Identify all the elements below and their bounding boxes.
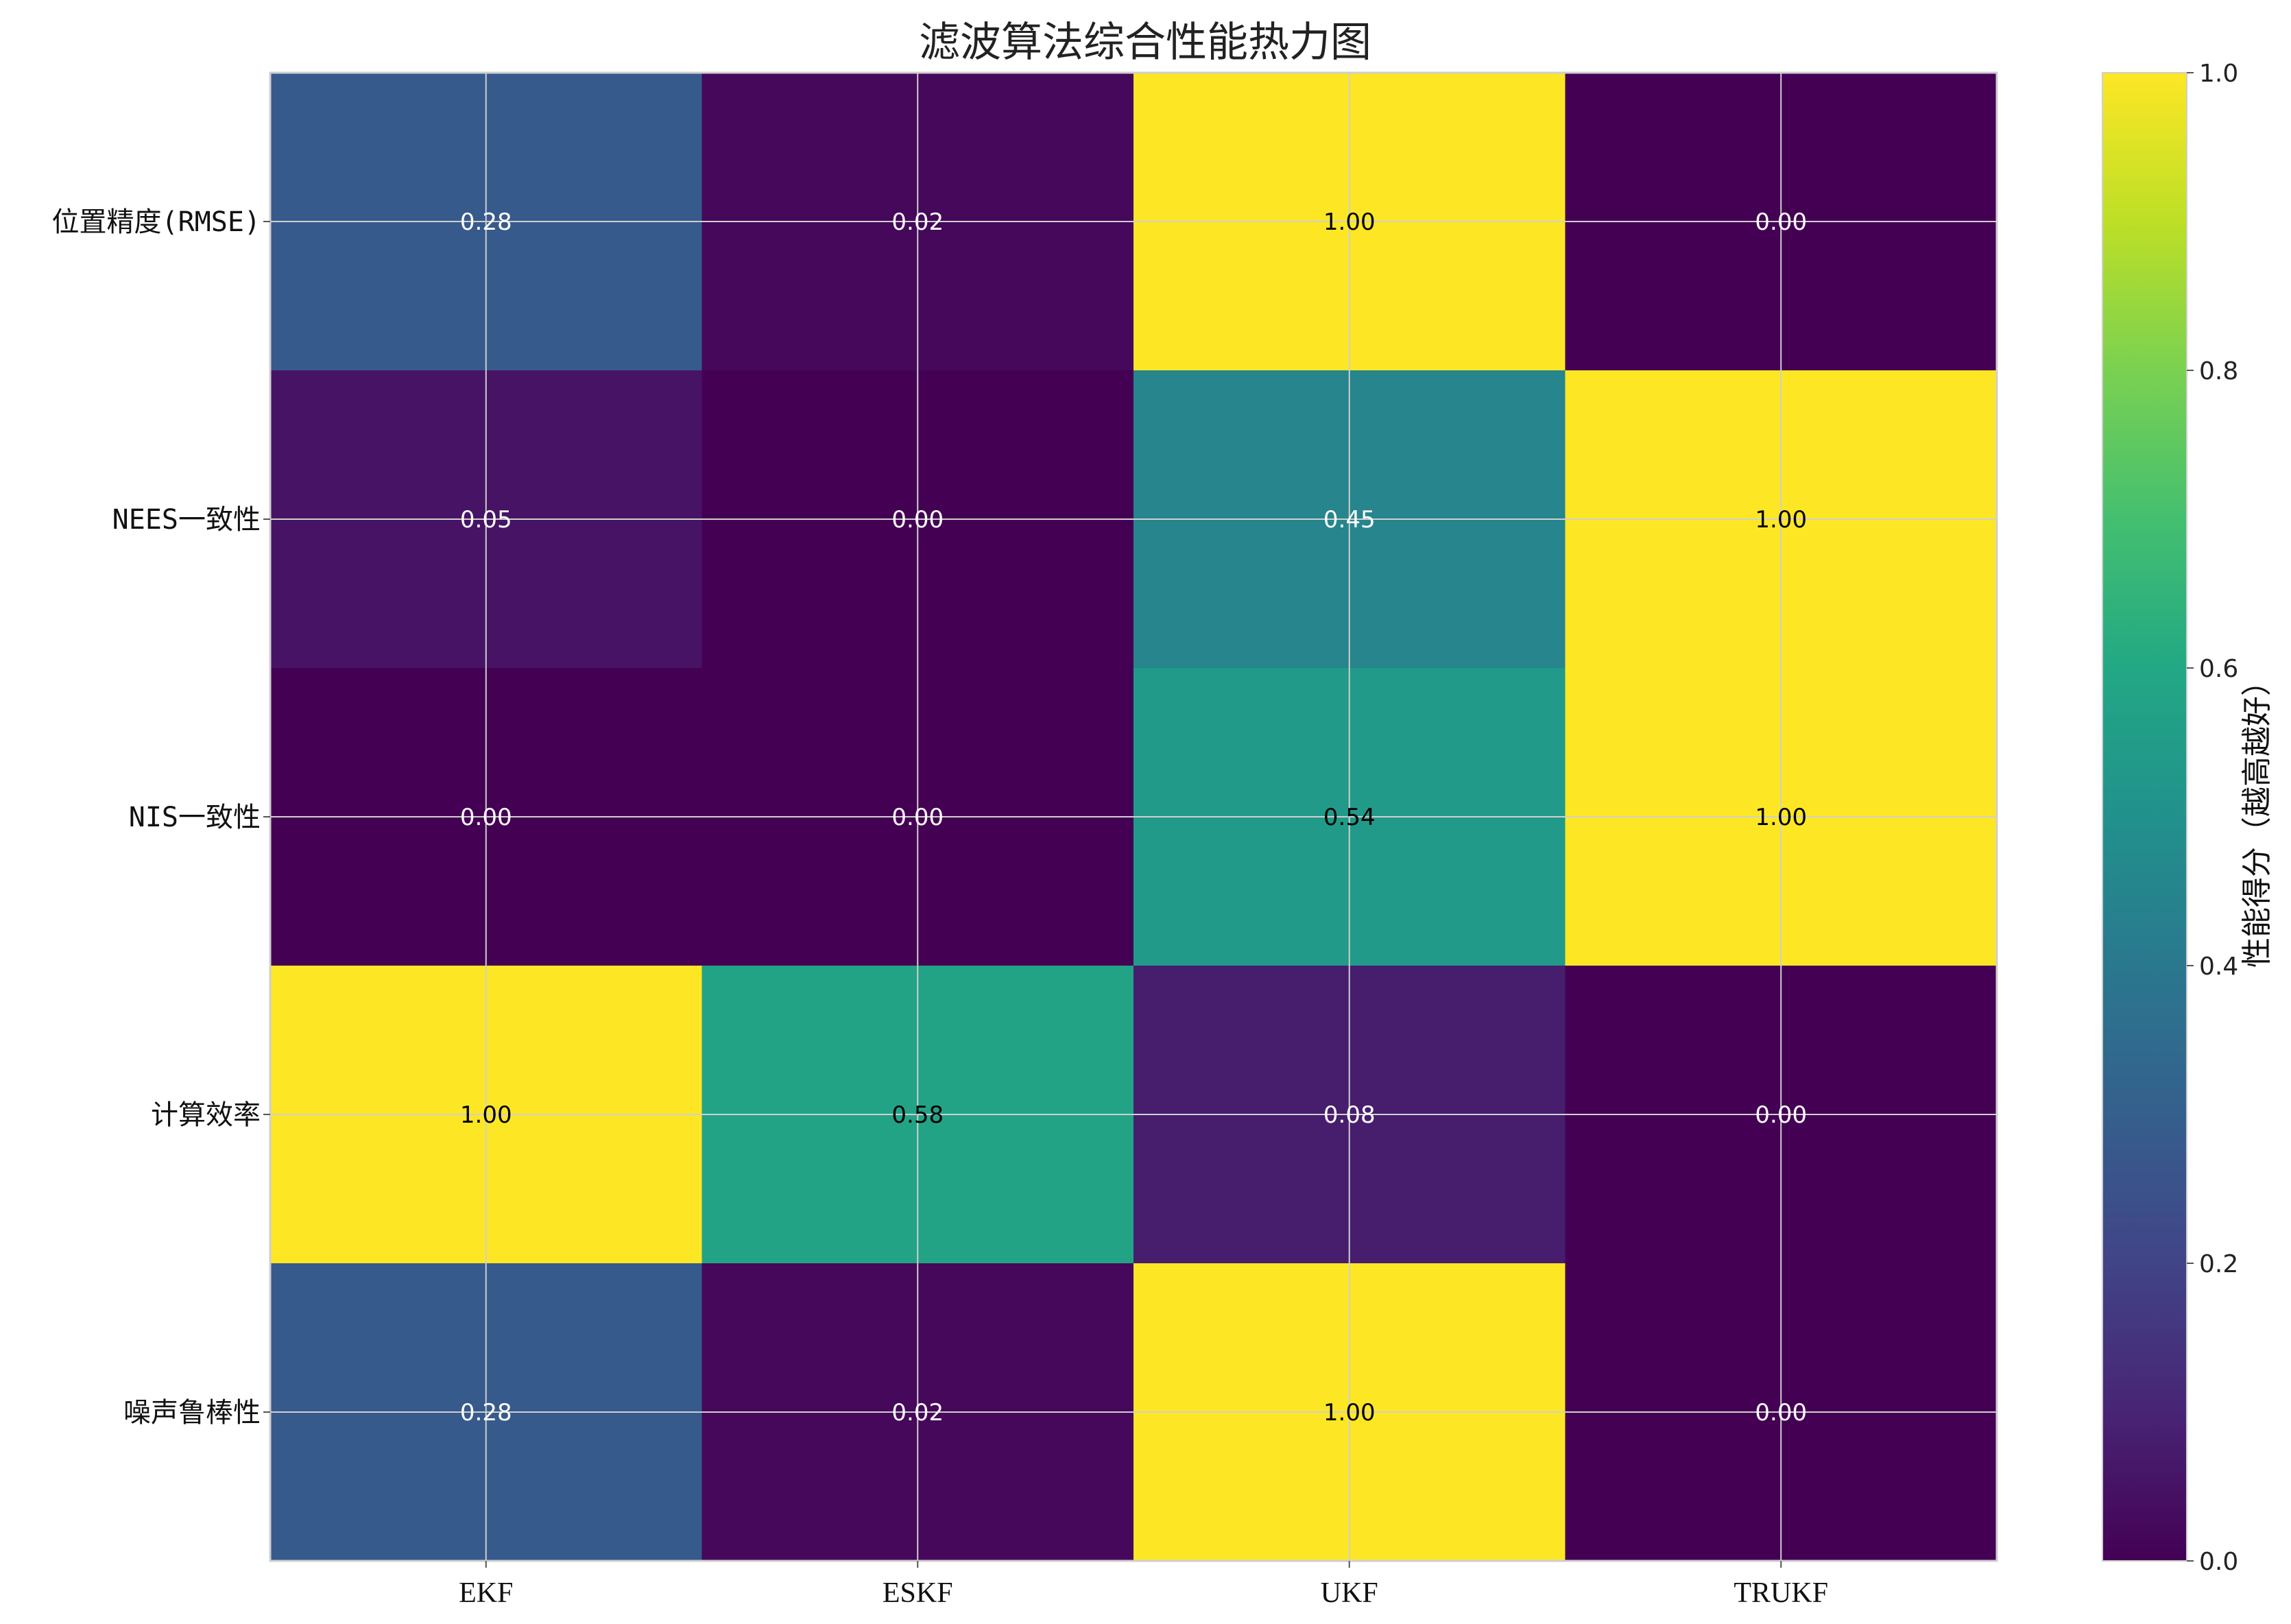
cell-value-label: 0.00 [1755,1101,1807,1129]
x-tick-label: UKF [1321,1577,1378,1609]
cell-value-label: 1.00 [1323,1399,1376,1426]
colorbar-tick-label: 0.6 [2199,655,2238,683]
y-tick-label: 噪声鲁棒性 [123,1397,261,1429]
colorbar: 0.0 0.2 0.4 0.6 0.8 1.0 性能得分（越高越好） [2102,60,2275,1576]
cell-value-label: 1.00 [1755,804,1807,831]
cell-value-label: 0.08 [1323,1101,1376,1129]
x-axis-ticks: EKF ESKF UKF TRUKF [459,1561,1828,1609]
cell-value-label: 1.00 [1323,208,1376,236]
colorbar-label: 性能得分（越高越好） [2240,666,2275,968]
colorbar-frame [2102,72,2187,1562]
cell-value-label: 0.02 [891,1399,944,1426]
x-tick-label: EKF [459,1577,513,1609]
chart-title: 滤波算法综合性能热力图 [919,19,1371,67]
colorbar-tick-label: 0.4 [2199,953,2238,981]
y-tick-label: 位置精度(RMSE) [52,206,261,238]
cell-value-label: 0.28 [460,208,512,236]
x-tick-label: TRUKF [1734,1577,1828,1609]
cell-value-label: 0.02 [891,208,944,236]
cell-value-label: 0.05 [460,506,512,534]
cell-value-label: 1.00 [460,1101,512,1129]
cell-value-label: 0.45 [1323,506,1376,534]
cell-value-label: 0.00 [891,804,944,831]
cell-value-label: 0.54 [1323,804,1376,831]
cell-value-label: 0.00 [1755,1399,1807,1426]
cell-value-label: 0.28 [460,1399,512,1426]
y-tick-label: NIS一致性 [129,802,261,833]
colorbar-gradient [2102,73,2187,1561]
x-tick-label: ESKF [883,1577,953,1609]
y-tick-label: NEES一致性 [112,504,261,536]
y-tick-label: 计算效率 [151,1099,261,1131]
cell-value-label: 1.00 [1755,506,1807,534]
colorbar-tick-label: 0.2 [2199,1250,2238,1278]
colorbar-ticks: 0.0 0.2 0.4 0.6 0.8 1.0 [2187,60,2238,1576]
heatmap-grid [270,73,1997,1561]
heatmap-value-labels: 0.28 0.02 1.00 0.00 0.05 0.00 0.45 1.00 0.00 0.00… [460,208,1807,1426]
colorbar-tick-label: 0.8 [2199,357,2238,385]
cell-value-label: 0.00 [891,506,944,534]
colorbar-tick-label: 1.0 [2199,60,2238,88]
cell-value-label: 0.58 [891,1101,944,1129]
cell-value-label: 0.00 [460,804,512,831]
cell-value-label: 0.00 [1755,208,1807,236]
colorbar-tick-label: 0.0 [2199,1548,2238,1576]
